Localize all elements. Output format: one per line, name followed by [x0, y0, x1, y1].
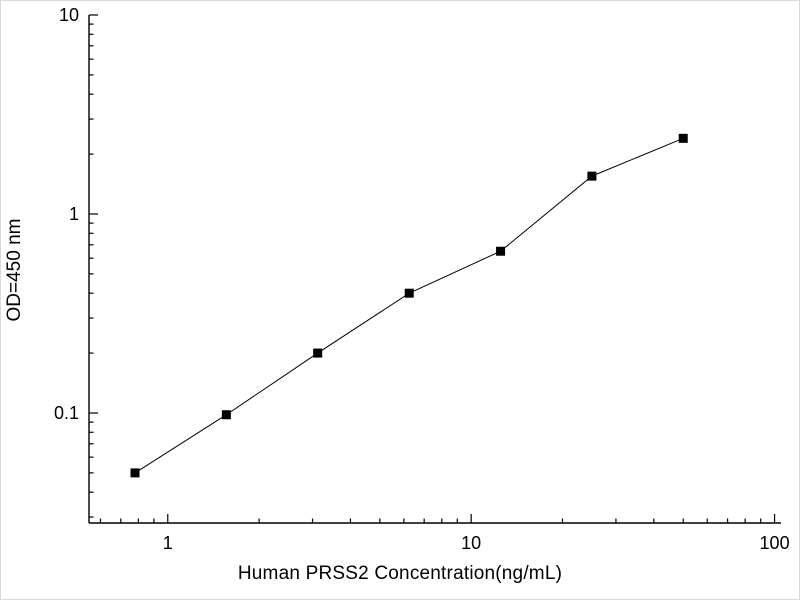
- data-line: [134, 137, 684, 474]
- data-point-marker: [404, 288, 414, 298]
- data-point-marker: [678, 133, 688, 143]
- x-axis-label: Human PRSS2 Concentration(ng/mL): [237, 563, 563, 584]
- data-point-marker: [313, 348, 323, 358]
- data-point-marker: [496, 246, 506, 256]
- y-tick-label: 1: [69, 204, 79, 224]
- x-tick-label: 10: [461, 533, 481, 553]
- data-point-marker: [221, 410, 231, 420]
- data-point-marker: [130, 468, 140, 478]
- y-tick-label: 0.1: [54, 403, 79, 423]
- x-tick-label: 100: [760, 533, 790, 553]
- x-tick-label: 1: [163, 533, 173, 553]
- data-point-marker: [587, 171, 597, 181]
- y-tick-label: 10: [59, 5, 79, 25]
- y-axis-label: OD=450 nm: [4, 218, 25, 322]
